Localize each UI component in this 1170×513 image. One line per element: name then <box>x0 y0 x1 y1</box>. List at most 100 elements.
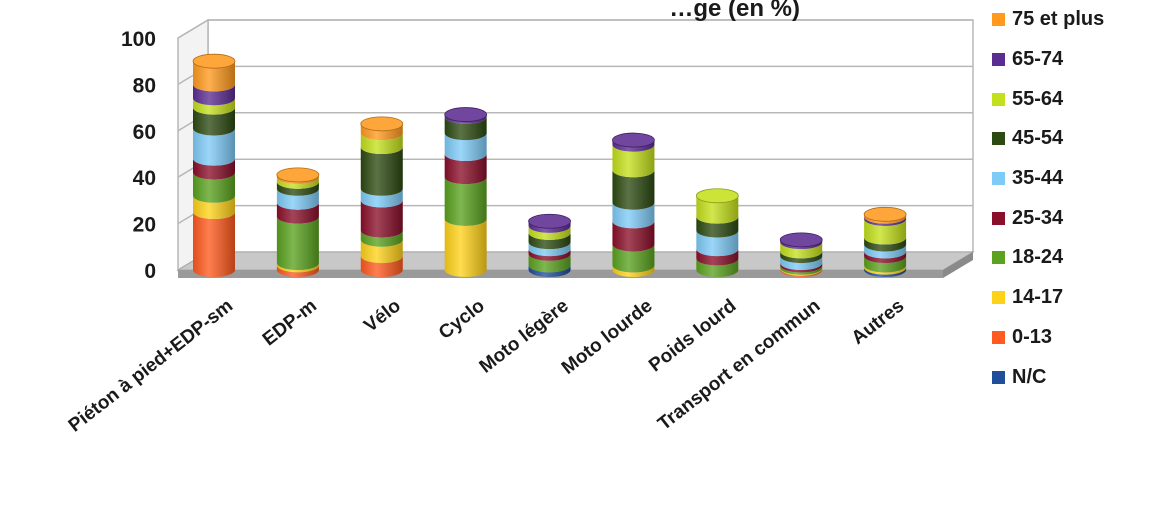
legend-label: 45-54 <box>1012 127 1064 150</box>
gridline-side <box>177 19 209 39</box>
bar-segment <box>193 98 235 115</box>
bar-segment <box>864 251 907 264</box>
bar-segment <box>193 84 235 106</box>
bar-segment <box>780 251 823 264</box>
bar-segment <box>360 239 403 264</box>
x-tick-label: Moto légère <box>476 295 573 377</box>
bar-segment <box>780 268 823 277</box>
bar-stack <box>444 107 488 277</box>
bar-segment <box>864 265 907 275</box>
legend-item: N/C <box>992 357 1168 397</box>
bar-segment <box>612 144 655 178</box>
legend-label: 55-64 <box>1012 87 1064 110</box>
bar-stack <box>360 116 404 277</box>
bar-top <box>612 132 655 148</box>
bar-segment <box>444 133 487 162</box>
legend: 75 et plus 65-74 55-64 45-54 35-44 25-34 18-24… <box>992 0 1168 397</box>
bar-segment <box>444 177 487 226</box>
legend-swatch <box>992 370 1005 384</box>
bar-stack <box>779 232 823 277</box>
stacked-bar-chart: 0 20 40 60 80 100 Piéton à pied+EDP-sm EDP-m Vél… <box>65 0 975 436</box>
bar-segment <box>696 216 739 238</box>
bar-segment <box>276 202 319 224</box>
legend-swatch <box>992 92 1005 106</box>
bar-segment <box>193 107 235 136</box>
bar-segment <box>780 267 823 276</box>
bar-top <box>779 232 823 248</box>
legend-label: 65-74 <box>1012 48 1064 71</box>
bar-segment <box>193 212 235 277</box>
legend-swatch <box>992 291 1005 305</box>
legend-item: 0-13 <box>992 318 1168 358</box>
legend-item: 35-44 <box>992 159 1168 199</box>
x-tick-label: Transport en commun <box>654 295 824 434</box>
y-tick-label: 40 <box>133 167 156 190</box>
legend-swatch <box>992 13 1005 27</box>
bar-segment <box>864 216 907 226</box>
bar-segment <box>444 116 487 141</box>
legend-label: 18-24 <box>1012 246 1064 269</box>
x-tick-label: Piéton à pied+EDP-sm <box>65 295 237 436</box>
bar-segment <box>696 258 739 277</box>
bar-segment <box>193 128 235 166</box>
bar-segment <box>780 256 823 271</box>
bar-segment <box>864 218 907 245</box>
y-tick-label: 20 <box>133 214 156 237</box>
bar-segment <box>864 244 907 259</box>
bar-segment <box>444 114 487 124</box>
x-tick-label: EDP-m <box>259 295 321 350</box>
bar-segment <box>360 188 403 208</box>
bar-segment <box>612 244 655 273</box>
bar-segment <box>528 225 571 240</box>
bar-segment <box>193 195 235 219</box>
bar-segment <box>276 188 319 210</box>
bar-top <box>276 167 320 183</box>
bar-segment <box>528 232 571 250</box>
bar-segment <box>612 202 655 229</box>
chart-title: …ge (en %) <box>669 0 800 22</box>
x-tick-label: Vélo <box>360 295 405 336</box>
bar-stack <box>528 213 571 277</box>
bar-segment <box>696 230 739 257</box>
bar-stack <box>192 53 236 277</box>
x-tick-label: Autres <box>848 295 908 349</box>
bar-segment <box>864 256 907 273</box>
legend-item: 65-74 <box>992 40 1168 80</box>
bar-segment <box>696 195 739 224</box>
bar-segment <box>360 256 403 277</box>
bar-segment <box>864 267 907 277</box>
bar-segment <box>528 242 571 257</box>
bar-segment <box>193 172 235 203</box>
legend-item: 75 et plus <box>992 0 1168 40</box>
bar-segment <box>276 263 319 273</box>
bar-segment <box>696 249 739 266</box>
bar-segment <box>864 237 907 252</box>
bar-top <box>192 53 236 69</box>
bar-top <box>444 107 488 122</box>
bar-stack <box>863 206 907 277</box>
bar-segment <box>276 216 319 271</box>
bar-segment <box>360 133 403 155</box>
bar-stack <box>695 188 739 277</box>
bar-segment <box>864 214 907 224</box>
bar-segment <box>612 170 655 210</box>
legend-item: 55-64 <box>992 79 1168 119</box>
bar-top <box>863 206 907 222</box>
bar-segment <box>612 265 655 277</box>
bar-top <box>360 116 404 132</box>
bar-segment <box>780 263 823 273</box>
bar-segment <box>612 221 655 252</box>
bar-segment <box>360 230 403 247</box>
legend-item: 45-54 <box>992 119 1168 159</box>
legend-label: 0-13 <box>1012 325 1053 348</box>
x-tick-label: Cyclo <box>435 295 489 343</box>
bar-segment <box>360 147 403 196</box>
bar-segment <box>360 200 403 238</box>
legend-label: 35-44 <box>1012 167 1064 190</box>
bar-stack <box>276 167 320 277</box>
bar-segment <box>780 242 823 259</box>
legend-swatch <box>992 132 1005 146</box>
bar-segment <box>276 177 319 189</box>
legend-swatch <box>992 53 1005 67</box>
